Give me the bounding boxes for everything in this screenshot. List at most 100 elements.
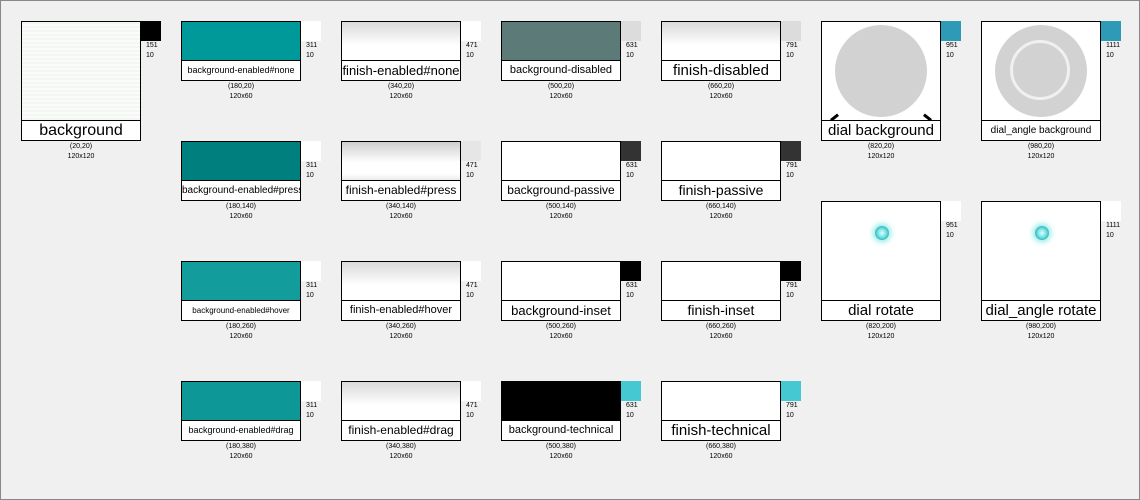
- color-swatch: [461, 141, 481, 161]
- sprite-tile-finish-enabled-press: finish-enabled#press: [341, 141, 461, 201]
- tile-position: (660,260): [706, 323, 736, 330]
- tile-position: (20,20): [69, 143, 93, 150]
- tile-size: 120x120: [67, 153, 95, 160]
- offset-x: 791: [786, 42, 798, 49]
- offset-y: 10: [786, 52, 794, 59]
- tile-size: 120x60: [389, 213, 413, 220]
- tile-position: (340,380): [386, 443, 416, 450]
- offset-x: 791: [786, 282, 798, 289]
- offset-y: 10: [306, 412, 314, 419]
- offset-x: 791: [786, 402, 798, 409]
- tile-position: (980,20): [1027, 143, 1055, 150]
- tile-size: 120x120: [867, 153, 895, 160]
- tile-position: (660,380): [706, 443, 736, 450]
- tile-position: (820,200): [866, 323, 896, 330]
- sprite-tile-finish-disabled: finish-disabled: [661, 21, 781, 81]
- offset-x: 951: [946, 42, 958, 49]
- offset-x: 471: [466, 42, 478, 49]
- tile-position: (660,20): [707, 83, 735, 90]
- sprite-tile-finish-enabled-drag: finish-enabled#drag: [341, 381, 461, 441]
- offset-x: 311: [306, 402, 318, 409]
- color-swatch: [941, 201, 961, 221]
- offset-y: 10: [1106, 52, 1114, 59]
- color-swatch: [781, 381, 801, 401]
- tile-position: (500,140): [546, 203, 576, 210]
- tile-label: dial rotate: [822, 300, 940, 320]
- sprite-tile-finish-enabled-none: finish-enabled#none: [341, 21, 461, 81]
- offset-y: 10: [466, 292, 474, 299]
- angle-ring: [1010, 40, 1070, 100]
- tile-size: 120x60: [229, 93, 253, 100]
- tile-label: background-passive: [502, 180, 620, 200]
- offset-y: 10: [466, 172, 474, 179]
- tile-label: finish-enabled#hover: [342, 300, 460, 320]
- offset-y: 10: [946, 52, 954, 59]
- sprite-tile-background-enabled-drag: background-enabled#drag: [181, 381, 301, 441]
- offset-y: 10: [306, 52, 314, 59]
- tile-size: 120x60: [229, 213, 253, 220]
- sprite-tile-finish-enabled-hover: finish-enabled#hover: [341, 261, 461, 321]
- tile-position: (340,20): [387, 83, 415, 90]
- offset-y: 10: [626, 412, 634, 419]
- tile-size: 120x60: [709, 213, 733, 220]
- tile-label: background-enabled#press: [182, 180, 300, 200]
- tile-size: 120x60: [709, 93, 733, 100]
- tile-size: 120x120: [1027, 153, 1055, 160]
- offset-y: 10: [946, 232, 954, 239]
- offset-x: 311: [306, 42, 318, 49]
- tile-position: (180,380): [226, 443, 256, 450]
- offset-y: 10: [786, 292, 794, 299]
- tile-size: 120x60: [549, 453, 573, 460]
- offset-y: 10: [146, 52, 154, 59]
- color-swatch: [301, 261, 321, 281]
- tile-label: finish-technical: [662, 420, 780, 440]
- sprite-tile-finish-technical: finish-technical: [661, 381, 781, 441]
- offset-x: 471: [466, 162, 478, 169]
- tile-label: finish-inset: [662, 300, 780, 320]
- tile-size: 120x60: [549, 213, 573, 220]
- sprite-tile-background-disabled: background-disabled: [501, 21, 621, 81]
- tile-size: 120x120: [1027, 333, 1055, 340]
- tile-size: 120x60: [229, 333, 253, 340]
- sprite-tile-finish-inset: finish-inset: [661, 261, 781, 321]
- tile-label: background-enabled#hover: [182, 300, 300, 320]
- color-swatch: [461, 381, 481, 401]
- tile-size: 120x60: [389, 93, 413, 100]
- sprite-tile-background-technical: background-technical: [501, 381, 621, 441]
- tile-size: 120x60: [549, 93, 573, 100]
- tile-size: 120x60: [389, 333, 413, 340]
- tile-position: (340,140): [386, 203, 416, 210]
- knob-icon: [835, 25, 927, 117]
- tile-position: (820,20): [867, 143, 895, 150]
- tile-position: (180,140): [226, 203, 256, 210]
- tile-label: finish-enabled#none: [342, 60, 460, 80]
- offset-y: 10: [466, 52, 474, 59]
- tile-label: dial background: [822, 120, 940, 140]
- tile-label: finish-disabled: [662, 60, 780, 80]
- color-swatch: [781, 261, 801, 281]
- tile-label: background-enabled#none: [182, 60, 300, 80]
- color-swatch: [1101, 21, 1121, 41]
- color-swatch: [621, 21, 641, 41]
- tile-size: 120x60: [709, 453, 733, 460]
- tile-label: dial_angle background: [982, 120, 1100, 140]
- offset-x: 471: [466, 402, 478, 409]
- color-swatch: [301, 141, 321, 161]
- color-swatch: [461, 261, 481, 281]
- offset-x: 151: [146, 42, 158, 49]
- offset-y: 10: [626, 52, 634, 59]
- offset-x: 631: [626, 402, 638, 409]
- offset-y: 10: [1106, 232, 1114, 239]
- sprite-tile-background: background: [21, 21, 141, 141]
- tile-label: background-disabled: [502, 60, 620, 80]
- tile-label: dial_angle rotate: [982, 300, 1100, 320]
- offset-x: 311: [306, 162, 318, 169]
- offset-x: 311: [306, 282, 318, 289]
- tile-position: (660,140): [706, 203, 736, 210]
- tile-position: (340,260): [386, 323, 416, 330]
- offset-x: 631: [626, 282, 638, 289]
- color-swatch: [621, 261, 641, 281]
- tile-size: 120x60: [229, 453, 253, 460]
- tile-size: 120x60: [549, 333, 573, 340]
- offset-y: 10: [626, 292, 634, 299]
